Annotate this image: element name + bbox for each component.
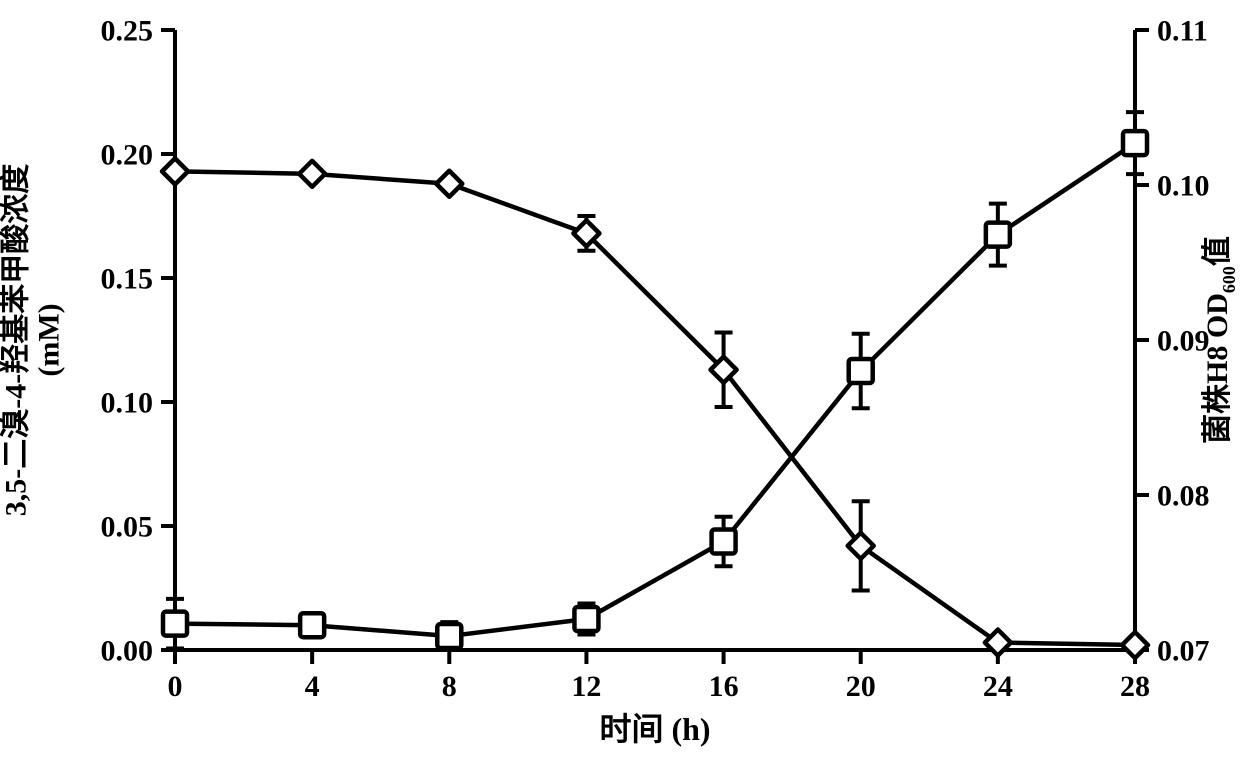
svg-text:0.10: 0.10 bbox=[101, 387, 154, 420]
svg-text:8: 8 bbox=[442, 670, 457, 703]
svg-text:16: 16 bbox=[709, 670, 739, 703]
svg-text:0.07: 0.07 bbox=[1157, 635, 1210, 668]
svg-text:时间 (h): 时间 (h) bbox=[599, 711, 710, 747]
svg-text:菌株H8 OD600值: 菌株H8 OD600值 bbox=[1201, 236, 1239, 444]
svg-text:0.11: 0.11 bbox=[1157, 15, 1208, 48]
svg-text:0.20: 0.20 bbox=[101, 139, 154, 172]
dual-axis-line-chart: 0 4 8 12 16 20 24 28 时间 (h) 0.00 0.05 0.10 0.15 0.20 0… bbox=[0, 0, 1240, 758]
svg-text:0.08: 0.08 bbox=[1157, 480, 1210, 513]
svg-text:0.05: 0.05 bbox=[101, 511, 154, 544]
svg-text:0.00: 0.00 bbox=[101, 635, 154, 668]
svg-text:20: 20 bbox=[846, 670, 876, 703]
chart-container: 0 4 8 12 16 20 24 28 时间 (h) 0.00 0.05 0.10 0.15 0.20 0… bbox=[0, 0, 1240, 758]
svg-text:0.10: 0.10 bbox=[1157, 170, 1210, 203]
svg-text:24: 24 bbox=[983, 670, 1013, 703]
svg-text:0.25: 0.25 bbox=[101, 15, 154, 48]
svg-text:28: 28 bbox=[1120, 670, 1150, 703]
svg-text:12: 12 bbox=[571, 670, 601, 703]
svg-text:3,5-二溴-4-羟基苯甲酸浓度(mM): 3,5-二溴-4-羟基苯甲酸浓度(mM) bbox=[0, 164, 66, 516]
svg-text:4: 4 bbox=[305, 670, 320, 703]
svg-text:0: 0 bbox=[168, 670, 183, 703]
svg-text:0.15: 0.15 bbox=[101, 263, 154, 296]
